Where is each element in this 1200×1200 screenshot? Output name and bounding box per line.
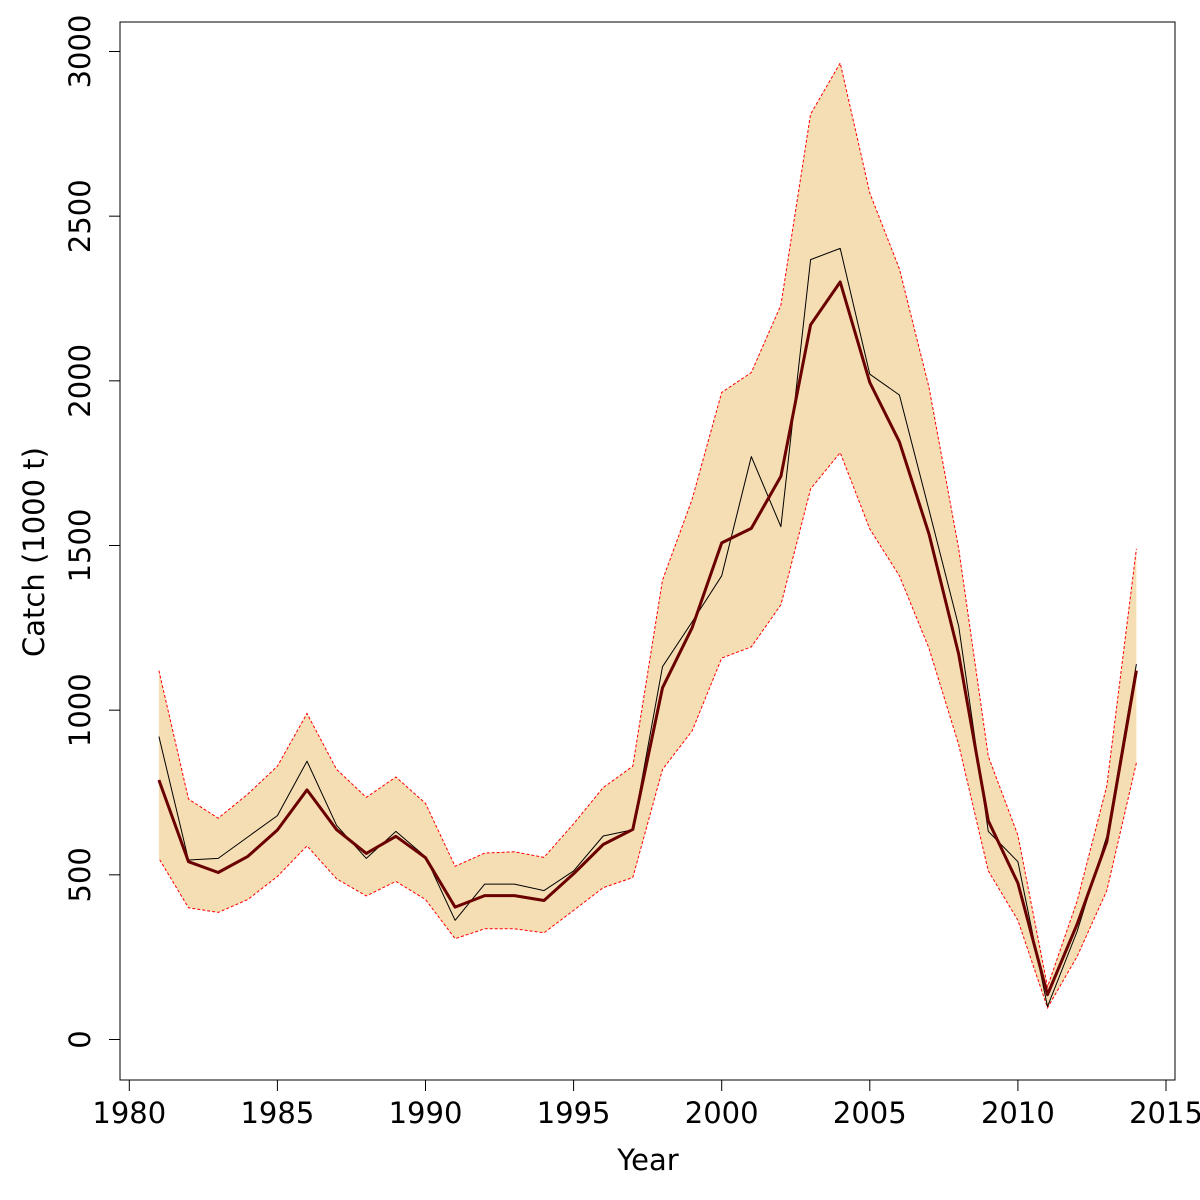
y-tick-label: 3000: [63, 15, 97, 89]
confidence-band: [158, 61, 1137, 1010]
x-tick-label: 1990: [389, 1096, 463, 1130]
band-upper-edge: [158, 61, 1137, 989]
observed-catch-line: [158, 247, 1137, 1008]
x-axis-title: Year: [616, 1143, 678, 1177]
x-tick-label: 2015: [1129, 1096, 1200, 1130]
x-tick-label: 1985: [240, 1096, 314, 1130]
y-tick-label: 0: [63, 1030, 97, 1048]
band-area: [158, 63, 1137, 1008]
estimated-catch-line: [157, 280, 1138, 997]
x-tick-label: 1980: [92, 1096, 166, 1130]
series-lines: [157, 247, 1138, 1008]
y-tick-label: 2500: [63, 179, 97, 253]
x-axis: 1980 1985 1990 1995 2000 2005 2010 2015: [92, 1079, 1200, 1130]
x-tick-label: 2010: [981, 1096, 1055, 1130]
plot-area-frame: [119, 21, 1176, 1081]
band-lower-edge: [158, 451, 1137, 1010]
x-tick-label: 1995: [537, 1096, 611, 1130]
x-tick-label: 2005: [833, 1096, 907, 1130]
y-axis: 0 500 1000 1500 2000 2500 3000: [63, 15, 121, 1049]
y-tick-label: 1000: [63, 673, 97, 747]
x-tick-label: 2000: [685, 1096, 759, 1130]
y-tick-label: 500: [63, 847, 97, 902]
y-tick-label: 2000: [63, 344, 97, 418]
y-axis-title: Catch (1000 t): [17, 447, 51, 657]
y-tick-label: 1500: [63, 509, 97, 583]
